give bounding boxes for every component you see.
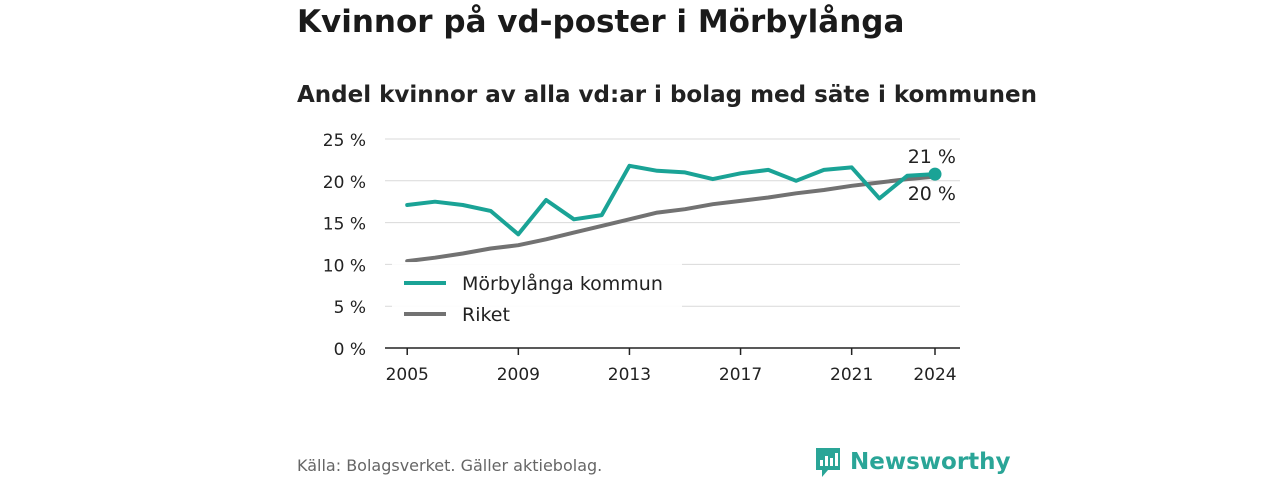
chart-title: Kvinnor på vd-poster i Mörbylånga: [297, 4, 905, 40]
x-axis-ticks: 2005 2009 2013 2017 2021 2024: [386, 348, 957, 385]
series-lines: [405, 163, 942, 264]
y-tick-label: 0 %: [334, 340, 366, 360]
end-value-label: 21 %: [908, 146, 956, 168]
x-tick-label: 2005: [386, 365, 429, 385]
end-value-label: 20 %: [908, 183, 956, 205]
newsworthy-logo-icon: [816, 448, 840, 477]
legend-background: [392, 262, 682, 334]
y-tick-label: 15 %: [323, 215, 366, 235]
endpoint-marker: [928, 167, 942, 181]
legend: Mörbylånga kommun Riket: [392, 262, 682, 334]
x-tick-label: 2024: [913, 365, 956, 385]
y-tick-label: 10 %: [323, 256, 366, 276]
y-tick-label: 25 %: [323, 131, 366, 151]
y-tick-label: 5 %: [334, 298, 366, 318]
series-line: [405, 163, 937, 237]
brand-logo: Newsworthy: [814, 446, 1011, 478]
legend-label: Riket: [462, 304, 510, 326]
end-labels: 21 % 20 %: [908, 146, 956, 205]
y-tick-label: 20 %: [323, 173, 366, 193]
x-tick-label: 2009: [497, 365, 540, 385]
source-note: Källa: Bolagsverket. Gäller aktiebolag.: [297, 456, 603, 475]
y-axis-ticks: 0 % 5 % 10 % 15 % 20 % 25 %: [323, 131, 366, 360]
x-tick-label: 2017: [719, 365, 762, 385]
x-tick-label: 2013: [608, 365, 651, 385]
series-line: [405, 174, 937, 264]
brand-name: Newsworthy: [850, 449, 1011, 475]
chart-subtitle: Andel kvinnor av alla vd:ar i bolag med …: [297, 82, 1037, 108]
x-tick-label: 2021: [830, 365, 873, 385]
legend-label: Mörbylånga kommun: [462, 272, 663, 295]
line-chart: 0 %5 %10 %15 %20 %25 % 2005 2009 2013 2017 2…: [323, 131, 960, 385]
